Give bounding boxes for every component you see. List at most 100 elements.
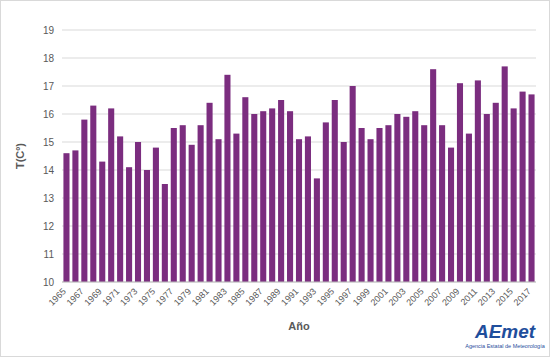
bar <box>269 108 275 282</box>
x-tick-label: 1995 <box>315 286 336 307</box>
bar <box>233 134 239 282</box>
grid-line <box>62 58 536 59</box>
x-tick-label: 1991 <box>279 286 300 307</box>
bar <box>403 117 409 282</box>
bar <box>242 97 248 282</box>
bar <box>296 139 302 282</box>
x-tick-label: 2005 <box>404 286 425 307</box>
bar <box>260 111 266 282</box>
x-tick-label: 2011 <box>459 286 480 307</box>
bar <box>108 108 114 282</box>
x-tick-label: 2015 <box>494 286 515 307</box>
y-axis-title: T(Cº) <box>14 143 26 169</box>
bar <box>287 111 293 282</box>
x-tick-label: 1987 <box>243 286 264 307</box>
y-tick-label: 16 <box>43 109 55 120</box>
bar <box>493 103 499 282</box>
bar <box>359 128 365 282</box>
x-tick-label: 1977 <box>154 286 175 307</box>
x-tick-label: 1975 <box>136 286 157 307</box>
bar <box>305 136 311 282</box>
bar <box>99 162 105 282</box>
bar <box>81 120 87 282</box>
bar <box>117 136 123 282</box>
y-tick-label: 10 <box>43 277 55 288</box>
x-tick-label: 1985 <box>226 286 247 307</box>
grid-line <box>62 86 536 87</box>
x-tick-label: 1969 <box>82 286 103 307</box>
bar <box>502 66 508 282</box>
bar <box>439 125 445 282</box>
x-tick-label: 1981 <box>190 286 211 307</box>
bar <box>412 111 418 282</box>
y-tick-label: 12 <box>43 221 55 232</box>
y-tick-label: 15 <box>43 137 55 148</box>
bar <box>63 153 69 282</box>
bar <box>511 108 517 282</box>
bar <box>189 145 195 282</box>
y-tick-label: 11 <box>44 249 55 260</box>
bar <box>376 128 382 282</box>
bar <box>430 69 436 282</box>
bar <box>215 139 221 282</box>
x-tick-label: 2003 <box>386 286 407 307</box>
y-tick-label: 19 <box>43 25 55 36</box>
x-tick-label: 1979 <box>172 286 193 307</box>
bar <box>421 125 427 282</box>
x-tick-label: 1989 <box>261 286 282 307</box>
x-tick-label: 1973 <box>118 286 139 307</box>
x-axis-title: Año <box>288 320 310 332</box>
y-tick-label: 13 <box>43 193 55 204</box>
x-tick-label: 2017 <box>512 286 533 307</box>
bar <box>224 75 230 282</box>
x-tick-label: 1997 <box>333 286 354 307</box>
bar <box>520 92 526 282</box>
bar <box>457 83 463 282</box>
x-tick-label: 1971 <box>100 286 121 307</box>
x-tick-label: 1993 <box>297 286 318 307</box>
bars <box>63 66 534 282</box>
bar <box>314 178 320 282</box>
x-tick-label: 2007 <box>422 286 443 307</box>
grid-line <box>62 282 536 283</box>
chart-border <box>1 1 550 357</box>
bar <box>162 184 168 282</box>
bar <box>251 114 257 282</box>
bar <box>207 103 213 282</box>
bar <box>323 122 329 282</box>
chart: 10 11 12 13 14 15 16 17 18 19 19651967196919711973… <box>0 0 550 357</box>
bar <box>153 148 159 282</box>
x-tick-label: 1983 <box>208 286 229 307</box>
x-tick-label: 1999 <box>351 286 372 307</box>
y-tick-label: 18 <box>43 53 55 64</box>
bar <box>475 80 481 282</box>
bar <box>144 170 150 282</box>
x-tick-label: 2013 <box>476 286 497 307</box>
y-tick-label: 17 <box>43 81 55 92</box>
logo-text: AEmet <box>474 321 536 342</box>
bar <box>332 100 338 282</box>
bar <box>350 86 356 282</box>
x-tick-label: 1965 <box>47 286 68 307</box>
bar <box>180 125 186 282</box>
bar <box>126 167 132 282</box>
y-tick-label: 14 <box>43 165 55 176</box>
bar <box>394 114 400 282</box>
bar <box>528 94 534 282</box>
bar <box>448 148 454 282</box>
bar <box>368 139 374 282</box>
logo-subtitle: Agencia Estatal de Meteorología <box>465 343 545 349</box>
x-tick-label: 2009 <box>440 286 461 307</box>
bar <box>90 106 96 282</box>
x-axis <box>62 282 536 283</box>
bar <box>341 142 347 282</box>
x-tick-label: 2001 <box>369 286 390 307</box>
bar <box>171 128 177 282</box>
bar <box>466 134 472 282</box>
bar <box>484 114 490 282</box>
grid-line <box>62 30 536 31</box>
bar <box>72 150 78 282</box>
x-tick-label: 1967 <box>65 286 86 307</box>
bar <box>135 142 141 282</box>
bar <box>385 125 391 282</box>
